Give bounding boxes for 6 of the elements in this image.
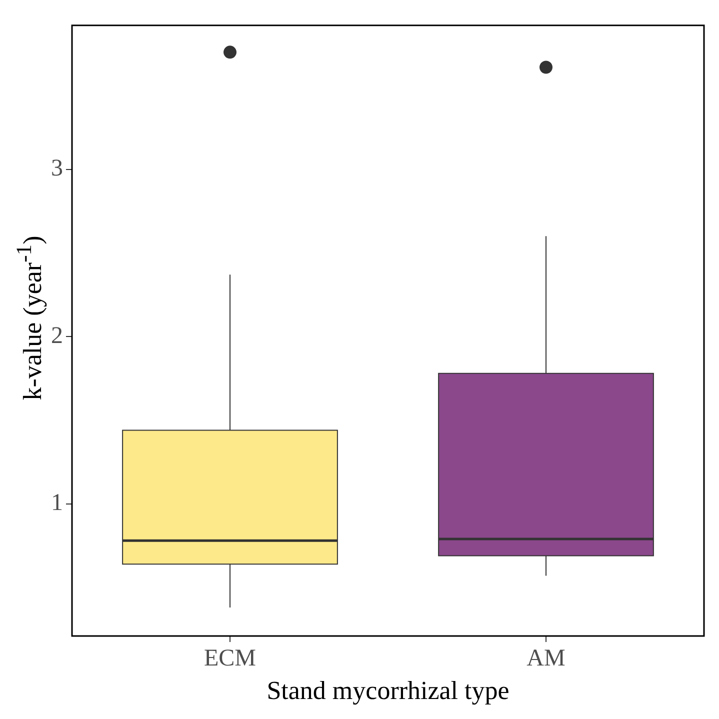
x-tick-label: AM — [526, 646, 566, 672]
x-tick-label: ECM — [204, 646, 256, 672]
y-tick-label: 1 — [51, 490, 63, 516]
x-axis-title: Stand mycorrhizal type — [266, 676, 510, 706]
y-tick-label: 3 — [51, 156, 63, 182]
y-tick-label: 2 — [51, 322, 63, 349]
